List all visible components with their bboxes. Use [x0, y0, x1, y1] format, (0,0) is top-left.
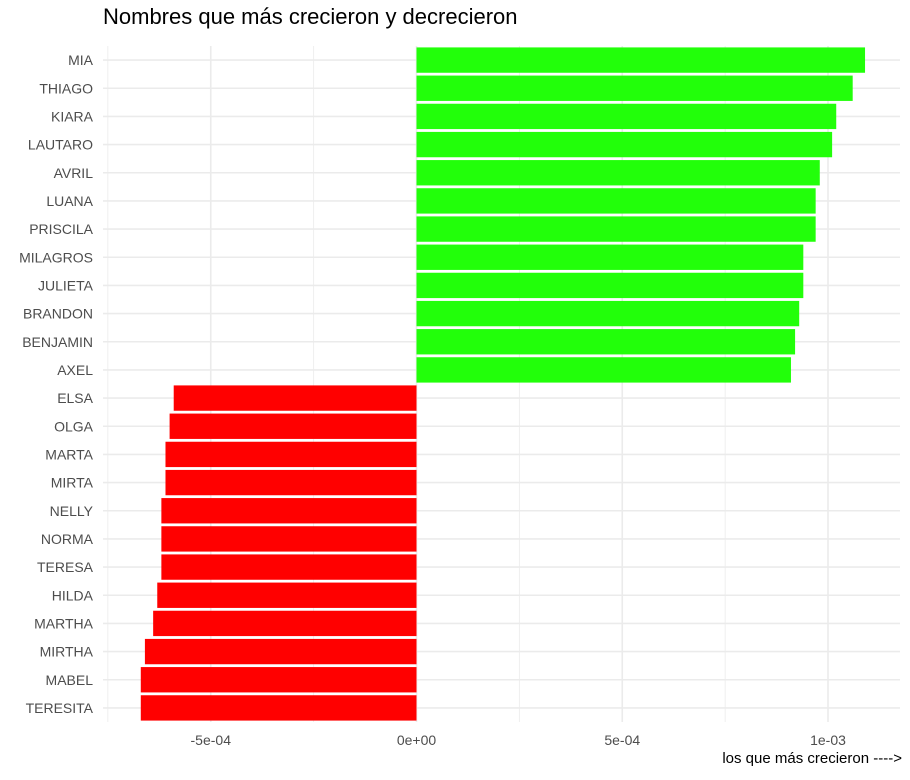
bar-marta	[165, 441, 417, 468]
bar-mirtha	[144, 638, 417, 665]
category-label: MARTHA	[34, 615, 94, 631]
bar-benjamin	[416, 329, 796, 355]
x-tick-label: 5e-04	[604, 732, 640, 748]
bar-nelly	[161, 498, 417, 524]
x-tick-labels: -5e-04 0e+00 5e-04 1e-03	[191, 732, 847, 748]
bar-norma	[161, 526, 417, 552]
bar-hilda	[157, 582, 417, 608]
category-label: TERESITA	[26, 700, 94, 716]
x-axis-label: los que más crecieron ---->	[722, 750, 902, 767]
bar-teresa	[161, 554, 417, 580]
bar-thiago	[416, 75, 853, 101]
category-label: HILDA	[52, 587, 94, 603]
chart-title: Nombres que más crecieron y decrecieron	[103, 4, 518, 29]
bar-lautaro	[416, 131, 833, 158]
bar-elsa	[173, 385, 417, 411]
category-label: MIA	[68, 52, 94, 68]
bar-mabel	[140, 667, 417, 693]
category-label: NELLY	[50, 503, 94, 519]
category-label: MABEL	[46, 672, 94, 688]
bar-layer	[140, 47, 866, 721]
category-label: AVRIL	[54, 165, 94, 181]
bar-milagros	[416, 244, 804, 270]
x-tick-label: -5e-04	[191, 732, 232, 748]
category-label: MIRTHA	[40, 644, 94, 660]
bar-julieta	[416, 272, 804, 299]
category-label: AXEL	[57, 362, 93, 378]
category-label: LAUTARO	[28, 137, 93, 153]
category-label: KIARA	[51, 108, 94, 124]
category-label: OLGA	[54, 418, 94, 434]
bar-brandon	[416, 300, 800, 327]
bar-olga	[169, 413, 417, 439]
category-label: THIAGO	[39, 80, 93, 96]
category-label: MARTA	[45, 446, 93, 462]
category-label: BRANDON	[23, 306, 93, 322]
category-label: MIRTA	[51, 475, 94, 491]
bar-mia	[416, 47, 866, 73]
category-label: TERESA	[37, 559, 94, 575]
category-label: NORMA	[41, 531, 94, 547]
category-label: JULIETA	[38, 277, 94, 293]
bar-axel	[416, 357, 791, 383]
bar-teresita	[140, 695, 417, 721]
category-label: BENJAMIN	[22, 334, 93, 350]
x-tick-label: 0e+00	[397, 732, 437, 748]
category-label: MILAGROS	[19, 249, 93, 265]
x-tick-label: 1e-03	[810, 732, 846, 748]
category-labels: MIA THIAGO KIARA LAUTARO AVRIL LUANA PRISCILA M…	[19, 52, 94, 716]
category-label: PRISCILA	[29, 221, 93, 237]
category-label: LUANA	[46, 193, 93, 209]
bar-luana	[416, 188, 816, 214]
bar-priscila	[416, 216, 816, 242]
bar-avril	[416, 160, 820, 186]
bar-mirta	[165, 469, 417, 496]
bar-martha	[153, 610, 417, 637]
bar-kiara	[416, 103, 837, 130]
category-label: ELSA	[57, 390, 93, 406]
